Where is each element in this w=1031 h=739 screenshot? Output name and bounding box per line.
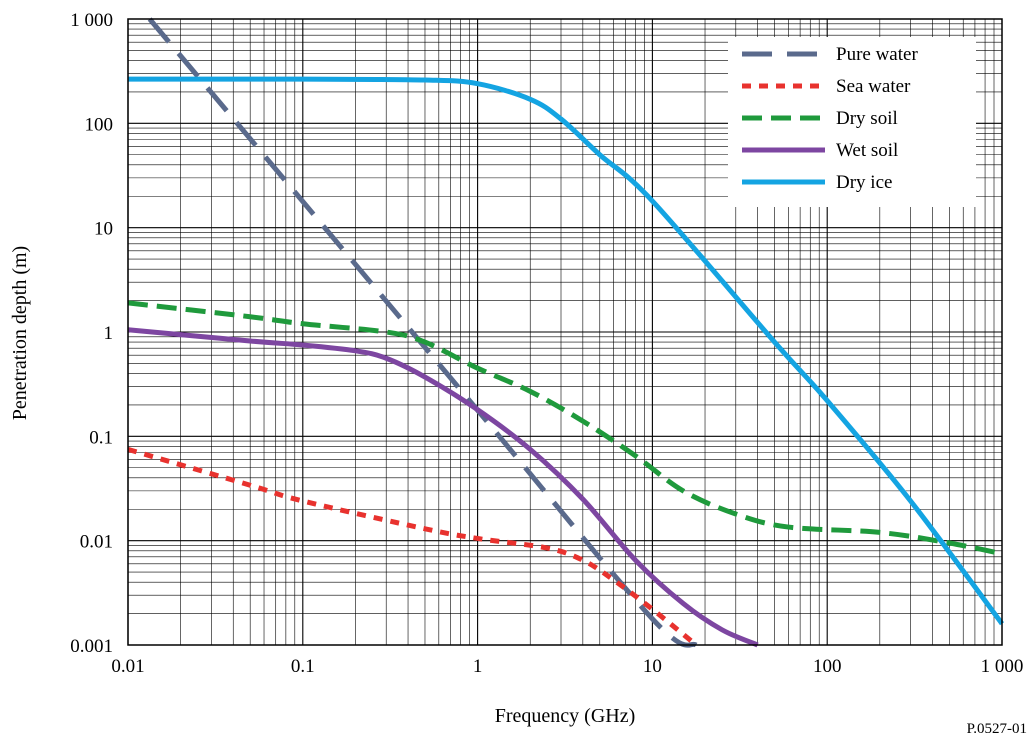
legend-label-pure-water: Pure water	[836, 44, 918, 65]
y-tick-label: 1	[104, 323, 114, 344]
x-axis-title: Frequency (GHz)	[495, 705, 636, 727]
y-tick-label: 0.01	[80, 532, 113, 553]
y-tick-label: 0.1	[89, 427, 113, 448]
series-line-sea-water	[127, 446, 698, 647]
x-tick-label: 10	[643, 656, 662, 677]
chart-series	[127, 17, 1005, 648]
series-line-wet-soil	[127, 327, 759, 648]
x-tick-label: 100	[813, 656, 842, 677]
x-tick-label: 0.01	[111, 656, 144, 677]
legend: Pure water Sea water Dry soil Wet soil Dry i…	[728, 37, 976, 207]
legend-label-sea-water: Sea water	[836, 76, 911, 97]
x-tick-labels: 0.01 0.1 1 10 100 1 000	[111, 656, 1023, 677]
y-tick-label: 10	[94, 219, 113, 240]
x-tick-label: 1	[473, 656, 483, 677]
x-tick-label: 1 000	[981, 656, 1024, 677]
legend-box	[728, 37, 976, 207]
x-tick-label: 0.1	[291, 656, 315, 677]
y-axis-title: Penetration depth (m)	[9, 246, 31, 420]
series-line-dry-soil	[127, 300, 1003, 557]
legend-label-wet-soil: Wet soil	[836, 140, 898, 161]
legend-label-dry-ice: Dry ice	[836, 172, 892, 193]
y-tick-labels: 0.001 0.01 0.1 1 10 100 1 000	[70, 10, 113, 657]
series-line-dry-ice	[127, 76, 1005, 626]
y-tick-label: 0.001	[70, 636, 113, 657]
y-tick-label: 1 000	[70, 10, 113, 31]
legend-label-dry-soil: Dry soil	[836, 108, 898, 129]
plot-frame	[127, 18, 1003, 646]
figure-id: P.0527-01	[967, 721, 1027, 737]
series-line-pure-water	[147, 17, 698, 648]
y-tick-label: 100	[85, 114, 114, 135]
